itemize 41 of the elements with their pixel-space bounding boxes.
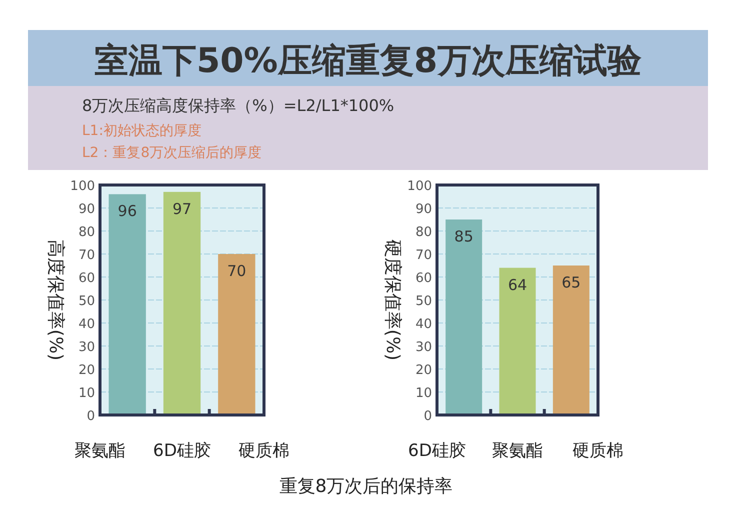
text: L2：重复8万次压缩后的厚度 bbox=[82, 145, 262, 161]
y-tick-label: 10 bbox=[415, 386, 432, 401]
data-label: 85 bbox=[454, 228, 474, 246]
text: 重复8万次后的保持率 bbox=[279, 476, 453, 497]
chart-subtitle: 8万次压缩高度保持率（%）=L2/L1*100% bbox=[82, 96, 394, 115]
y-tick-label: 40 bbox=[415, 317, 432, 332]
y-tick-label: 80 bbox=[78, 225, 95, 240]
y-tick-label: 70 bbox=[78, 248, 95, 263]
y-tick-label: 100 bbox=[407, 179, 432, 194]
y-tick-label: 100 bbox=[70, 179, 95, 194]
y-tick-label: 80 bbox=[415, 225, 432, 240]
text: L1:初始状态的厚度 bbox=[82, 123, 202, 139]
data-label: 70 bbox=[227, 262, 246, 280]
x-tick-label: 6D硅胶 bbox=[408, 441, 466, 461]
y-tick-label: 20 bbox=[415, 363, 432, 378]
y-tick-label: 60 bbox=[415, 271, 432, 286]
y-tick-label: 10 bbox=[78, 386, 95, 401]
x-tick-label: 聚氨酯 bbox=[74, 441, 126, 461]
y-tick-label: 0 bbox=[424, 409, 432, 424]
y-tick-label: 30 bbox=[415, 340, 432, 355]
data-label: 96 bbox=[118, 202, 137, 220]
x-tick-label: 聚氨酯 bbox=[492, 441, 543, 461]
data-label: 64 bbox=[508, 276, 528, 294]
data-label: 65 bbox=[562, 274, 581, 292]
y-tick-label: 40 bbox=[78, 317, 95, 332]
y-axis-title: 硬度保值率(%) bbox=[382, 239, 403, 361]
data-label: 97 bbox=[172, 200, 192, 218]
y-tick-label: 50 bbox=[78, 294, 95, 309]
y-tick-label: 90 bbox=[415, 202, 432, 217]
y-tick-label: 90 bbox=[78, 202, 95, 217]
x-tick-label: 硬质棉 bbox=[238, 441, 290, 461]
y-tick-label: 60 bbox=[78, 271, 95, 286]
y-axis-title: 高度保值率(%) bbox=[45, 239, 66, 361]
y-tick-label: 30 bbox=[78, 340, 95, 355]
y-tick-label: 0 bbox=[86, 409, 95, 424]
y-tick-label: 20 bbox=[78, 363, 95, 378]
x-tick-label: 6D硅胶 bbox=[153, 441, 211, 461]
x-tick-label: 硬质棉 bbox=[572, 441, 624, 461]
text: 室温下50%压缩重复8万次压缩试验 bbox=[94, 41, 643, 81]
y-tick-label: 50 bbox=[415, 294, 432, 309]
y-tick-label: 70 bbox=[415, 248, 432, 263]
